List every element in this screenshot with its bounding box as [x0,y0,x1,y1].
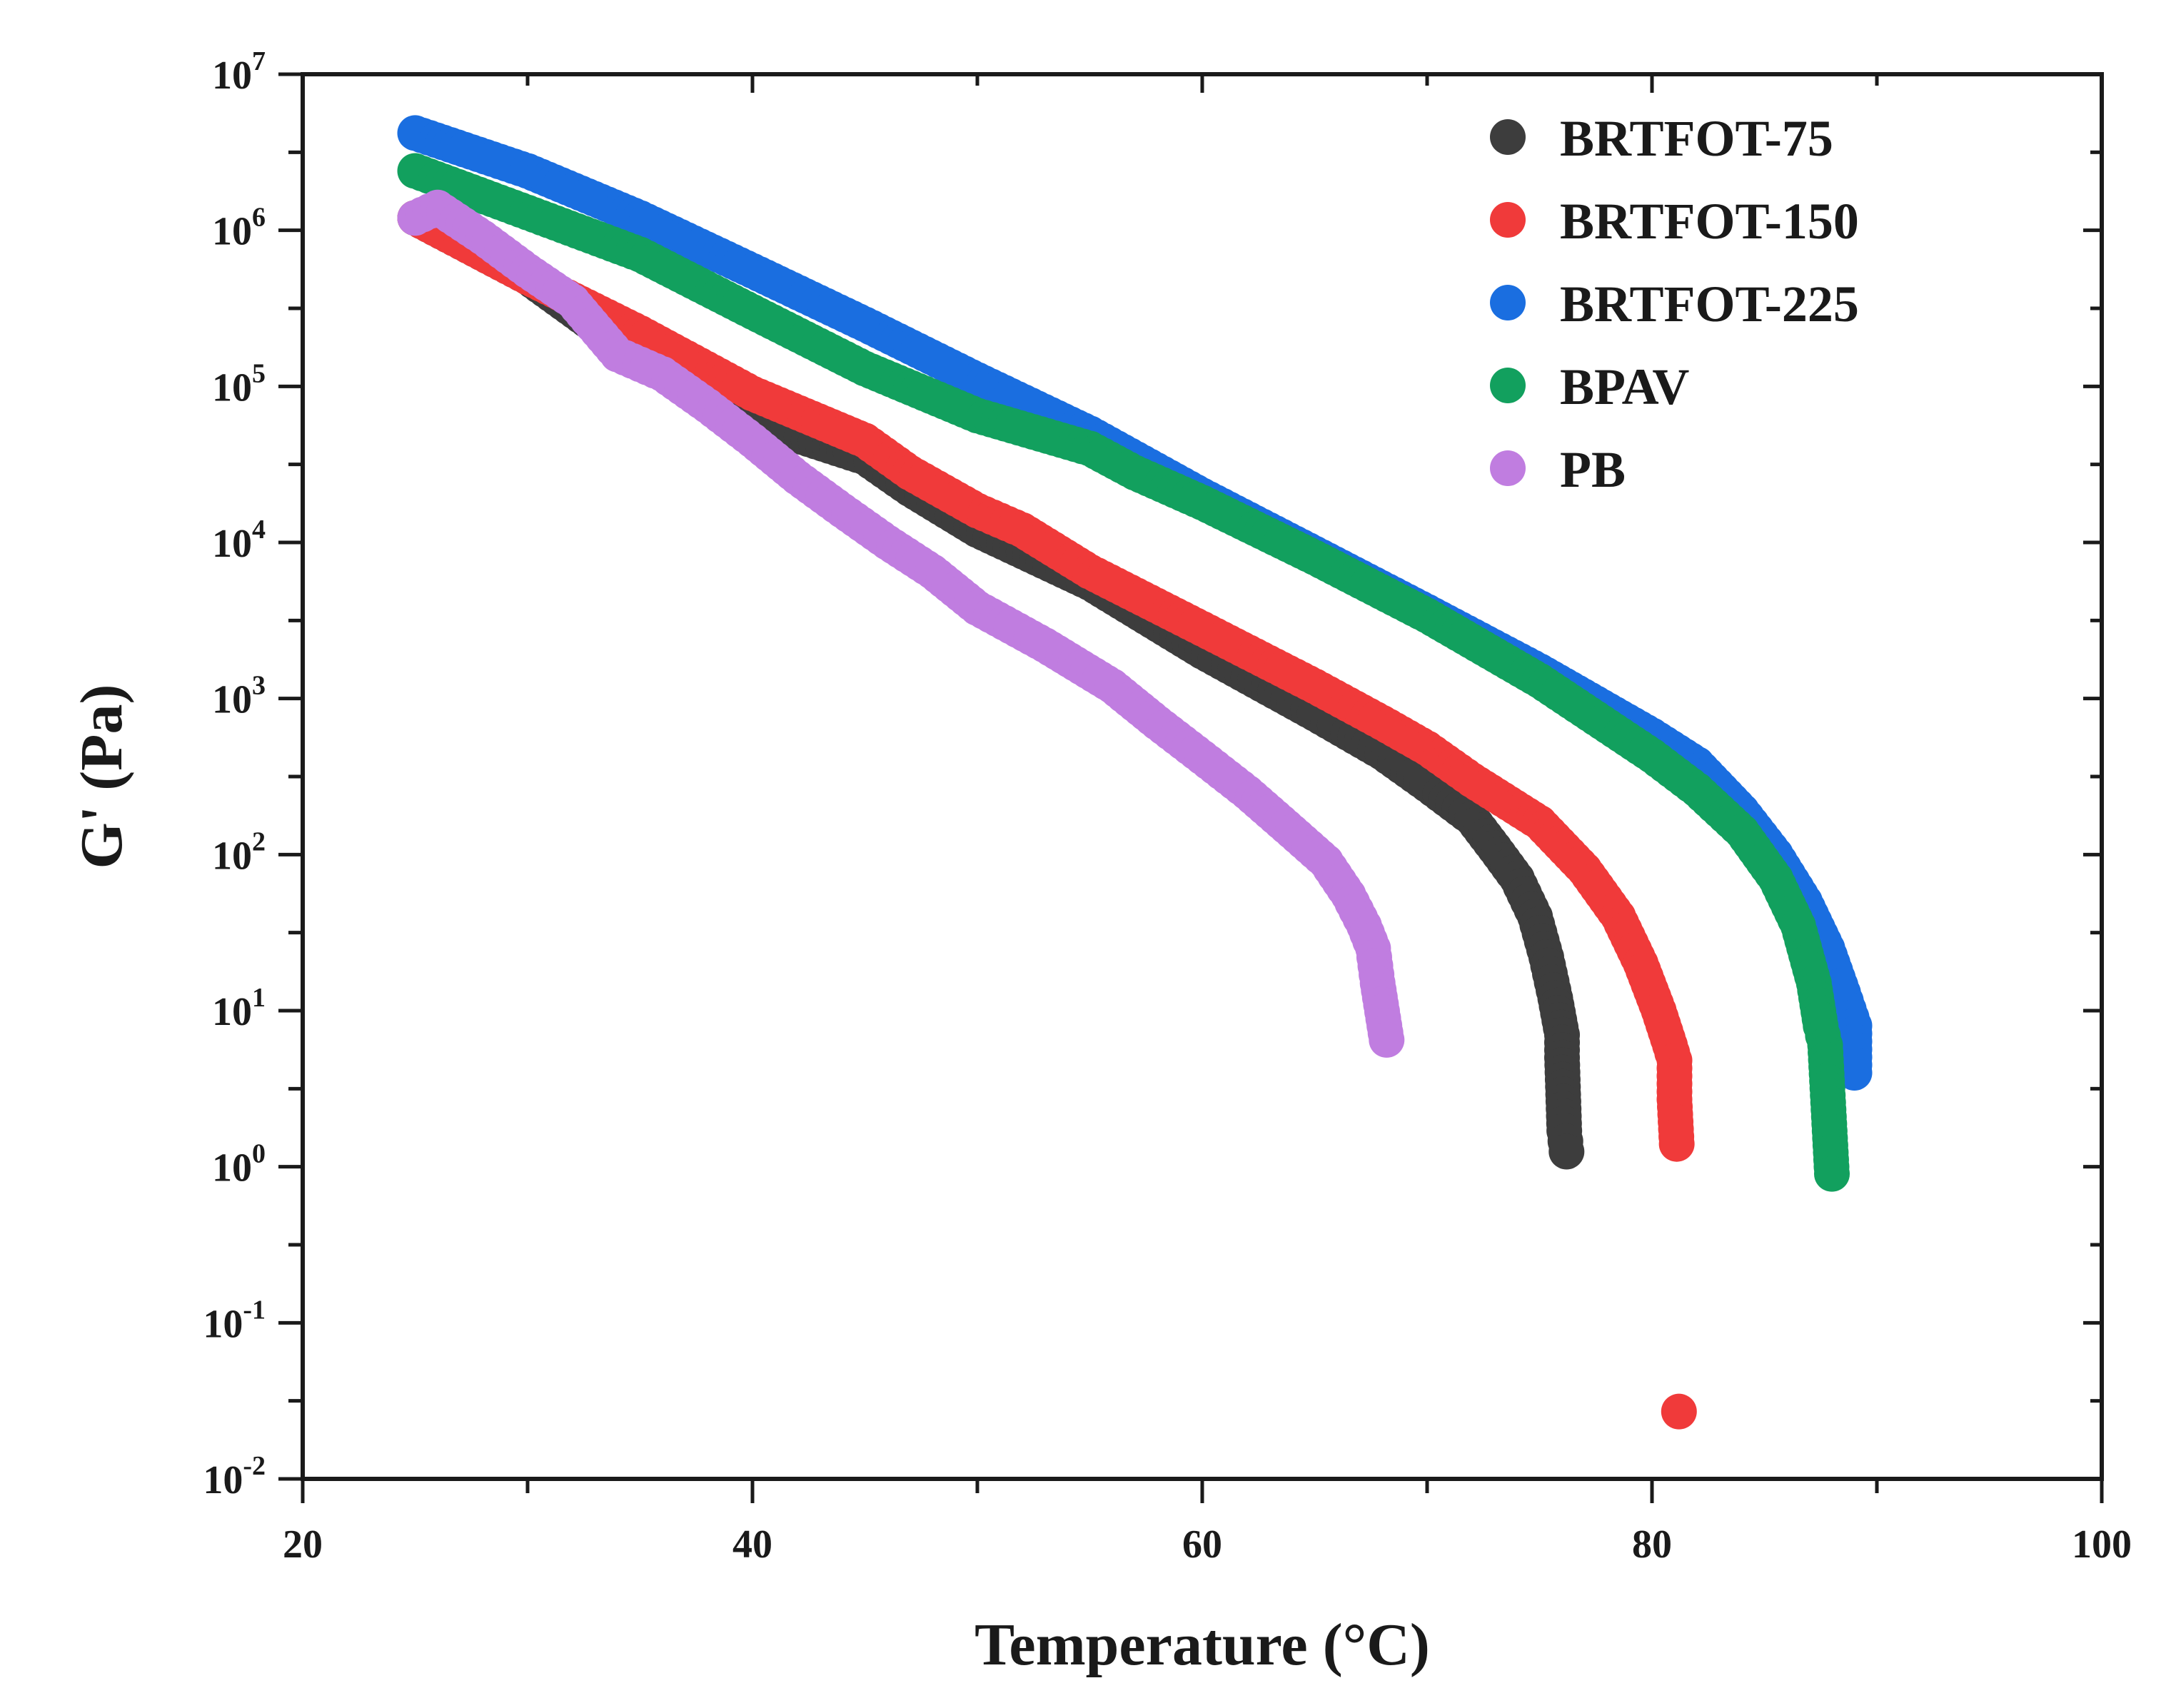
y-tick-label: 107 [212,46,266,98]
data-point [1548,1133,1585,1170]
x-tick-label: 100 [2072,1522,2132,1567]
series-bpav [397,153,1850,1192]
y-tick-label: 106 [212,203,266,254]
y-tick-label: 103 [212,671,266,722]
legend-label: BRTFOT-150 [1560,193,1859,250]
data-point [1658,1126,1695,1162]
y-tick-label: 10-2 [203,1451,266,1502]
y-tick-label: 10-1 [203,1295,266,1346]
legend-item: BPAV [1490,358,1689,415]
data-point [1836,1055,1873,1091]
legend-marker [1490,450,1526,486]
y-tick-label: 100 [212,1139,266,1191]
data-point [1661,1393,1697,1430]
y-axis-title: G' (Pa) [69,684,135,869]
legend-marker [1490,119,1526,155]
y-tick-label: 102 [212,827,266,878]
legend-item: BRTFOT-225 [1490,276,1859,333]
legend-item: PB [1490,441,1626,498]
legend-marker [1490,285,1526,320]
plot-area-points [397,115,1873,1430]
legend-label: BPAV [1560,358,1689,415]
x-tick-label: 40 [732,1522,772,1567]
legend-marker [1490,202,1526,238]
x-tick-label: 20 [283,1522,323,1567]
y-tick-label: 105 [212,358,266,410]
legend: BRTFOT-75 BRTFOT-150 BRTFOT-225 BPAV PB [1490,110,1859,498]
plot-frame [301,72,2104,1481]
y-tick-label: 104 [212,515,266,566]
x-axis-title: Temperature (°C) [974,1612,1430,1678]
legend-item: BRTFOT-150 [1490,193,1859,250]
legend-label: BRTFOT-75 [1560,110,1833,167]
legend-label: BRTFOT-225 [1560,276,1859,333]
legend-marker [1490,368,1526,403]
legend-item: BRTFOT-75 [1490,110,1833,167]
data-point [1814,1156,1850,1192]
series-pb [397,189,1405,1058]
legend-label: PB [1560,441,1626,498]
y-tick-label: 101 [212,983,266,1034]
x-tick-label: 60 [1182,1522,1222,1567]
tick-labels: 20 40 60 80 100 10-2 10-1 100 101 102 103 104 105 106… [203,46,2132,1567]
data-point [1369,1021,1405,1058]
x-tick-label: 80 [1632,1522,1672,1567]
